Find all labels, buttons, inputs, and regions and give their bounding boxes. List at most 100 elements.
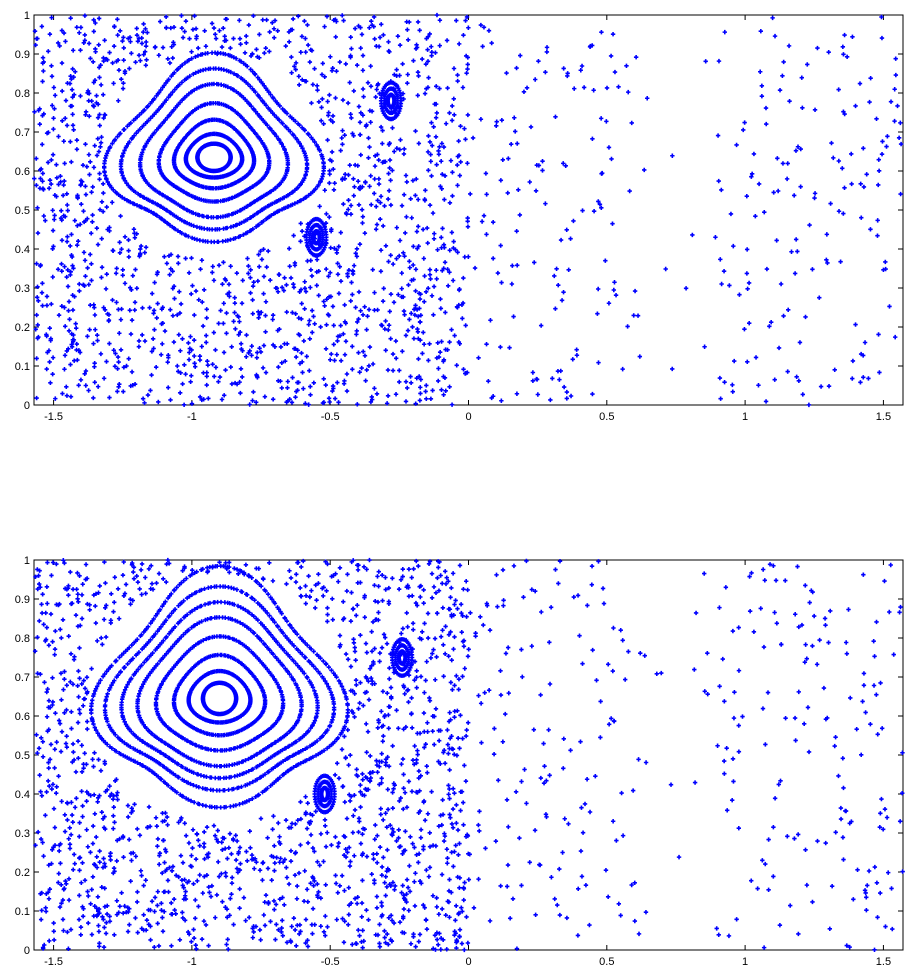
data-point [127,308,133,313]
data-point [390,351,396,357]
data-point [742,326,747,332]
data-point [351,263,357,268]
data-point [77,281,82,287]
data-point [331,342,336,347]
data-point [182,60,188,66]
data-point [606,301,612,306]
data-point [868,75,873,81]
data-point [270,313,276,318]
data-point [180,336,185,342]
data-point [447,339,452,345]
data-point [340,128,345,133]
data-point [340,142,345,147]
data-point [325,99,330,104]
data-point [104,204,109,210]
data-point [79,201,84,207]
data-point [77,30,82,35]
data-point [50,152,56,157]
data-point [764,266,770,272]
data-point [449,230,455,235]
data-point [424,383,429,388]
data-point [494,123,499,129]
data-point [201,287,207,292]
data-point [753,213,758,219]
data-point [51,85,57,90]
x-tick-label: -1 [187,411,197,423]
data-point [405,27,410,32]
data-point [220,281,225,287]
data-point [330,113,336,119]
data-point [449,402,455,407]
data-point [117,381,122,387]
data-point [403,173,409,178]
data-point [798,184,803,189]
data-point [373,94,378,100]
data-point [199,258,205,263]
data-point [182,77,187,83]
data-point [255,278,261,284]
data-point [188,379,193,385]
data-point [244,40,249,46]
data-point [781,313,786,319]
data-point [331,187,337,192]
data-point [812,191,818,196]
data-point [195,53,201,58]
data-point [443,310,448,315]
data-point [793,237,799,242]
data-point [376,176,382,182]
data-point [138,58,143,63]
data-point [309,100,314,106]
data-point [479,219,485,224]
data-point [795,144,801,149]
data-point [255,210,261,215]
data-point [457,173,463,178]
data-point [426,75,431,80]
data-point [210,362,215,367]
data-point [178,301,184,307]
data-point [383,318,388,324]
data-point [514,65,519,71]
data-point [239,157,245,163]
data-point [561,289,566,295]
data-point [244,332,249,338]
data-point [282,275,287,280]
data-point [356,289,362,295]
data-point [180,381,185,387]
data-point [111,81,116,86]
data-point [439,235,444,240]
data-point [179,80,185,85]
data-point [422,273,427,279]
data-point [263,370,269,375]
data-point [892,118,897,124]
data-point [795,249,800,254]
data-point [126,237,131,243]
x-tick-label: 1.5 [876,411,891,423]
data-point [868,227,873,232]
data-point [405,385,410,391]
data-point [564,396,570,401]
data-point [195,45,201,51]
data-point [299,143,304,149]
data-point [431,236,437,241]
data-point [143,39,149,45]
data-point [456,138,461,144]
data-point [311,380,317,386]
data-point [403,333,409,338]
data-point [534,377,540,382]
data-point [387,165,392,171]
data-point [436,152,442,157]
data-point [374,222,380,227]
data-point [465,224,471,229]
data-point [360,53,366,58]
y-tick-label: 0.8 [15,633,30,645]
data-point [120,86,126,91]
data-point [60,118,65,124]
data-point [193,70,198,76]
data-point [433,115,439,120]
data-point [110,60,115,66]
data-point [391,300,397,305]
data-point [431,124,436,129]
data-point [413,193,418,198]
data-point [267,161,272,166]
data-point [318,118,324,123]
